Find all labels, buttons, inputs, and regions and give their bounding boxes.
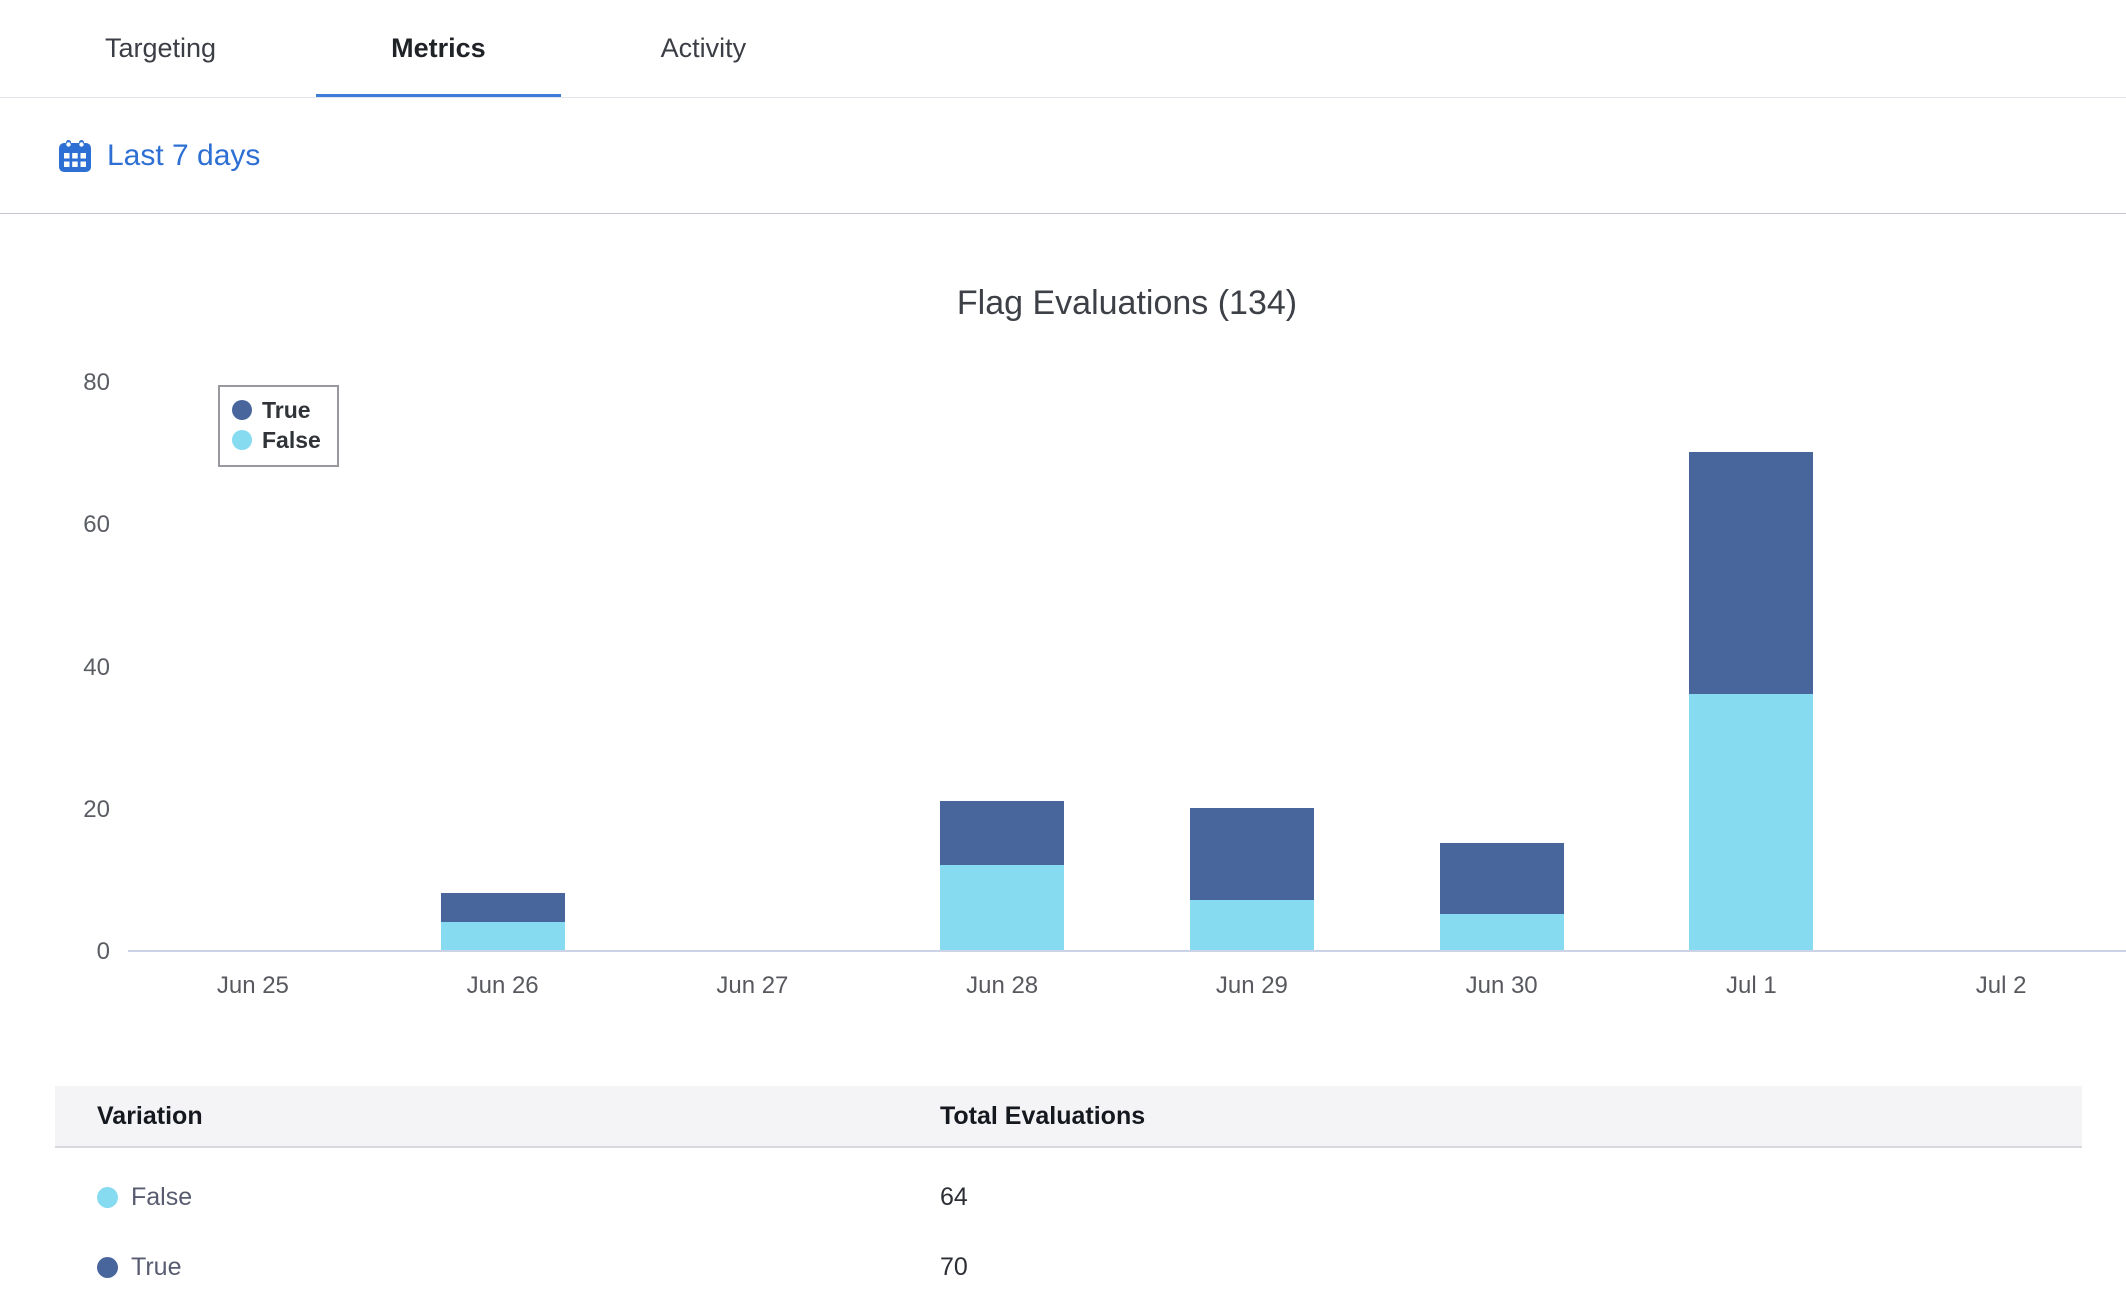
x-tick-label: Jun 29	[1215, 972, 1288, 999]
bar-segment-false	[1189, 900, 1314, 950]
legend-item-false: False	[232, 425, 321, 455]
tab-metrics[interactable]: Metrics	[316, 0, 561, 97]
flag-evaluations-chart: 0 20 40 60 80 True False	[0, 369, 2126, 965]
table-row-true: True 70	[55, 1232, 2082, 1302]
bar-segment-true	[940, 800, 1065, 865]
x-tick-label: Jun 27	[716, 972, 789, 999]
x-axis-labels: Jun 25 Jun 26 Jun 27 Jun 28 Jun 29 Jun 30 Jul …	[128, 952, 2126, 1000]
stacked-bar	[940, 800, 1065, 950]
bar-segment-false	[1439, 914, 1564, 950]
bar-segment-true	[1689, 452, 1814, 694]
calendar-icon	[59, 139, 91, 172]
date-range-button[interactable]: Last 7 days	[107, 138, 261, 172]
legend-label: True	[262, 397, 311, 423]
bar-segment-false	[940, 864, 1065, 950]
variation-cell: True	[55, 1253, 940, 1282]
total-evaluations-value: 64	[940, 1182, 968, 1211]
y-tick-label: 20	[83, 795, 110, 823]
tab-targeting[interactable]: Targeting	[105, 33, 217, 63]
variation-table: Variation Total Evaluations False 64 True 7…	[55, 1086, 2082, 1302]
y-tick-label: 0	[96, 938, 110, 965]
chart-title: Flag Evaluations (134)	[956, 284, 1298, 322]
plot-area: True False	[128, 383, 2126, 952]
table-header-row: Variation Total Evaluations	[55, 1086, 2082, 1148]
tab-activity[interactable]: Activity	[660, 33, 747, 63]
bar-slot-jul-2	[1876, 383, 2126, 950]
stacked-bar	[440, 893, 565, 950]
bar-slot-jun-29	[1127, 383, 1377, 950]
stacked-bar	[1189, 807, 1314, 950]
legend-label: False	[262, 427, 321, 453]
variation-label: True	[131, 1252, 182, 1281]
bar-slot-jul-1	[1627, 383, 1877, 950]
x-tick-label: Jun 28	[966, 972, 1039, 999]
x-tick-label: Jul 2	[1975, 972, 2027, 999]
bar-segment-true	[440, 893, 565, 922]
metrics-panel: Flag Evaluations (134) 0 20 40 60 80 True Fal…	[0, 284, 2126, 1302]
column-header-variation: Variation	[97, 1101, 203, 1130]
bar-slot-jun-30	[1377, 383, 1627, 950]
legend-swatch-false	[232, 430, 252, 450]
x-tick-label: Jun 25	[216, 972, 289, 999]
bar-segment-true	[1439, 843, 1564, 915]
bar-slot-jun-25	[128, 383, 378, 950]
y-tick-label: 80	[83, 369, 110, 396]
variation-swatch-false	[97, 1186, 118, 1208]
x-tick-label: Jun 26	[466, 972, 539, 999]
bar-slot-jun-27	[628, 383, 878, 950]
date-range-filter-bar: Last 7 days	[0, 98, 2126, 214]
variation-label: False	[131, 1182, 193, 1211]
total-evaluations-value: 70	[940, 1252, 968, 1281]
tab-bar: Targeting Metrics Activity	[0, 0, 2126, 98]
bar-segment-false	[440, 921, 565, 950]
table-body: False 64 True 70	[55, 1148, 2082, 1302]
table-row-false: False 64	[55, 1162, 2082, 1232]
chart-legend: True False	[218, 385, 339, 467]
y-tick-label: 40	[83, 653, 110, 681]
y-axis: 0 20 40 60 80	[0, 369, 128, 965]
bar-slot-jun-26	[378, 383, 628, 950]
x-tick-label: Jul 1	[1726, 972, 1777, 999]
variation-swatch-true	[97, 1256, 118, 1278]
y-tick-label: 60	[83, 511, 110, 539]
x-tick-label: Jun 30	[1465, 972, 1538, 999]
variation-cell: False	[55, 1183, 940, 1212]
legend-item-true: True	[232, 395, 321, 425]
column-header-total-evaluations: Total Evaluations	[940, 1101, 1146, 1130]
legend-swatch-true	[232, 400, 252, 420]
bar-slot-jun-28	[877, 383, 1127, 950]
bar-segment-true	[1189, 807, 1314, 901]
stacked-bar	[1439, 843, 1564, 950]
bars-area	[128, 383, 2126, 950]
stacked-bar	[1689, 452, 1814, 950]
bar-segment-false	[1689, 693, 1814, 950]
